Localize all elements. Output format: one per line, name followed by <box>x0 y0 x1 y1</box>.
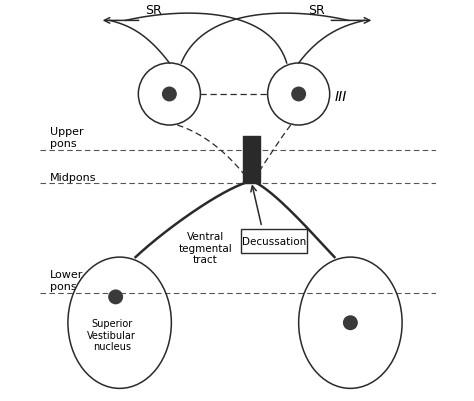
Circle shape <box>292 88 305 101</box>
Bar <box>243 136 260 184</box>
Text: III: III <box>335 90 347 104</box>
Bar <box>241 230 307 253</box>
Text: SR: SR <box>145 4 162 16</box>
Text: Upper
pons: Upper pons <box>50 127 83 148</box>
Circle shape <box>344 316 357 330</box>
Circle shape <box>109 290 122 304</box>
Text: Superior
Vestibular
nucleus: Superior Vestibular nucleus <box>87 318 136 351</box>
Text: Midpons: Midpons <box>50 172 97 182</box>
Text: Ventral
tegmental
tract: Ventral tegmental tract <box>178 232 232 265</box>
Text: Lower
pons: Lower pons <box>50 269 83 291</box>
Circle shape <box>163 88 176 101</box>
Text: SR: SR <box>308 4 325 16</box>
Text: Decussation: Decussation <box>242 237 306 247</box>
